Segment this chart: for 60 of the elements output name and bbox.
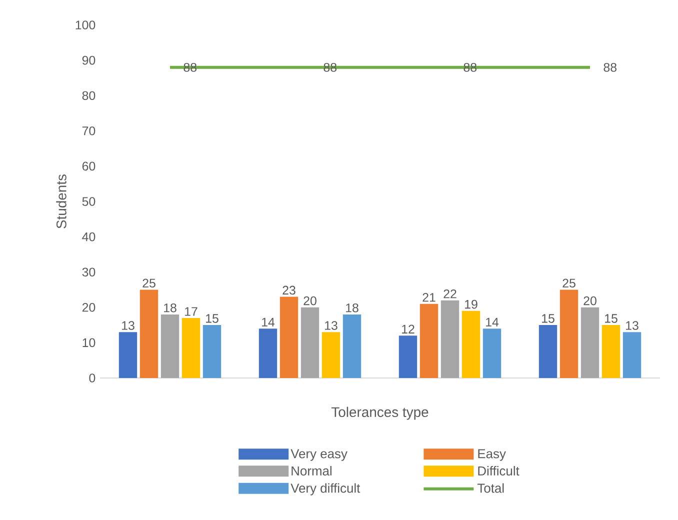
- data-label: 20: [304, 296, 316, 306]
- data-label: 18: [346, 303, 358, 312]
- y-tick-label: 20: [82, 302, 96, 312]
- bar: [160, 314, 180, 378]
- x-axis-title: Tolerances type: [331, 406, 428, 420]
- bar: [602, 325, 620, 378]
- y-tick-label: 90: [82, 56, 96, 65]
- bar: [322, 332, 340, 378]
- legend-label: Total: [477, 483, 504, 493]
- bar: [118, 332, 138, 378]
- bar: [202, 325, 222, 378]
- bar: [538, 325, 558, 378]
- y-tick-label: 100: [76, 20, 96, 30]
- y-tick-label: 0: [89, 374, 96, 382]
- data-label: 25: [142, 278, 156, 288]
- y-tick-label: 70: [82, 126, 96, 136]
- legend-label: Easy: [478, 449, 506, 461]
- y-tick-label: 80: [82, 91, 96, 100]
- data-label: 17: [185, 307, 198, 316]
- data-label: 15: [206, 314, 218, 323]
- legend-label: Difficult: [478, 466, 520, 476]
- y-tick-label: 40: [82, 232, 96, 242]
- legend-label: Very easy: [290, 449, 348, 461]
- data-label: 23: [282, 286, 296, 295]
- bar: [182, 318, 200, 378]
- data-label: 14: [262, 318, 275, 326]
- data-label: 13: [325, 321, 338, 330]
- y-tick-label: 60: [82, 162, 96, 171]
- bar: [280, 296, 298, 378]
- bar: [258, 328, 278, 378]
- data-label: 13: [626, 321, 638, 330]
- y-tick-label: 30: [82, 268, 96, 277]
- data-label: 25: [562, 278, 576, 288]
- bar: [560, 290, 578, 378]
- bar: [140, 290, 158, 378]
- y-tick-label: 50: [82, 197, 96, 206]
- bar: [398, 336, 418, 378]
- data-label: 19: [465, 300, 478, 309]
- bar: [580, 307, 600, 378]
- data-label: 20: [584, 296, 596, 306]
- y-axis-title: Students: [56, 174, 66, 228]
- bar: [482, 328, 502, 378]
- bar: [440, 300, 460, 378]
- data-label: 12: [402, 324, 414, 334]
- legend-label: Very difficult: [290, 483, 360, 496]
- data-label: 22: [444, 289, 456, 298]
- bar: [622, 332, 642, 378]
- legend-label: Normal: [292, 466, 332, 476]
- data-label: 18: [164, 303, 176, 312]
- data-label: 21: [422, 292, 436, 302]
- bar: [300, 307, 320, 378]
- bar: [342, 314, 362, 378]
- y-tick-label: 10: [82, 338, 96, 348]
- data-label: 15: [605, 314, 618, 323]
- bar: [462, 310, 480, 378]
- data-label: 15: [542, 314, 554, 323]
- bar: [420, 304, 438, 378]
- data-label: 14: [486, 318, 499, 326]
- data-label: 13: [122, 321, 134, 330]
- data-label: 88: [604, 62, 617, 72]
